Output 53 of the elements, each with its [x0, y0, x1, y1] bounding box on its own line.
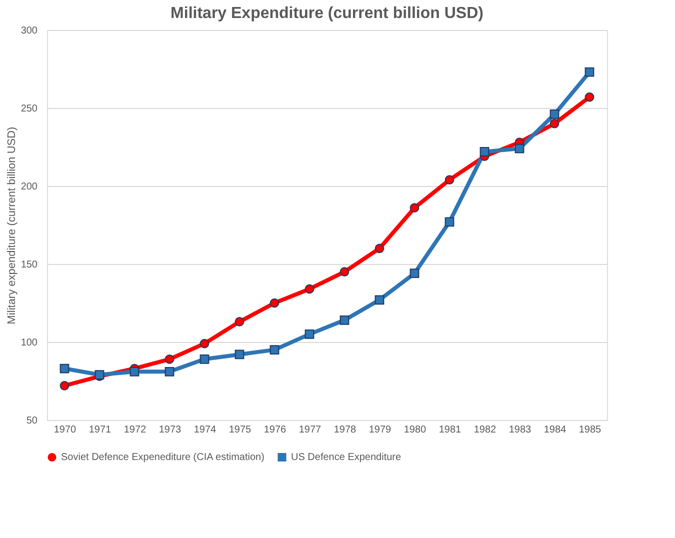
chart-title: Military Expenditure (current billion USD) [170, 5, 484, 22]
point [444, 175, 454, 184]
x-tick-label: 1977 [298, 424, 322, 436]
x-tick-label: 1973 [158, 424, 182, 436]
point [304, 330, 314, 339]
legend-label: US Defence Expenditure [291, 452, 402, 464]
x-tick-label: 1981 [438, 424, 462, 436]
point [374, 295, 384, 305]
legend-label: Soviet Defence Expenediture (CIA estimation) [61, 452, 264, 464]
x-tick-label: 1976 [264, 424, 287, 436]
x-tick-label: 1985 [578, 424, 602, 436]
y-tick-label: 100 [20, 338, 38, 348]
point [234, 317, 244, 326]
point [234, 350, 244, 360]
point [410, 268, 420, 278]
point [164, 354, 174, 364]
point [480, 146, 490, 156]
point [444, 217, 454, 227]
point [340, 315, 350, 325]
x-tick-label: 1975 [228, 424, 252, 436]
y-tick-label: 300 [20, 26, 38, 36]
point [374, 244, 384, 254]
point [550, 110, 560, 119]
point [200, 338, 210, 348]
x-tick-label: 1984 [544, 424, 567, 436]
point [60, 364, 70, 374]
point [584, 92, 594, 102]
x-tick-label: 1970 [54, 424, 77, 436]
x-tick-label: 1983 [508, 424, 532, 436]
y-tick-label: 200 [20, 182, 38, 192]
x-tick-label: 1978 [334, 424, 357, 436]
point [410, 203, 420, 213]
x-tick-label: 1972 [124, 424, 147, 436]
point [304, 284, 314, 294]
x-tick-label: 1974 [194, 424, 217, 436]
y-axis-title: Military expenditure (current billion USD) [6, 126, 18, 324]
y-tick-label: 150 [20, 260, 38, 270]
point [584, 67, 594, 77]
x-tick-label: 1982 [474, 424, 497, 436]
x-tick-label: 1980 [404, 424, 427, 436]
x-tick-label: 1979 [368, 424, 392, 436]
point [130, 366, 140, 376]
point [270, 298, 280, 308]
y-tick-label: 250 [20, 104, 38, 114]
point [550, 118, 560, 128]
x-tick-label: 1971 [88, 424, 112, 436]
point [200, 354, 210, 364]
point [340, 267, 350, 276]
point [514, 144, 524, 154]
point [164, 366, 174, 376]
point [60, 381, 70, 390]
y-tick-label: 50 [26, 416, 38, 426]
point [270, 345, 280, 354]
